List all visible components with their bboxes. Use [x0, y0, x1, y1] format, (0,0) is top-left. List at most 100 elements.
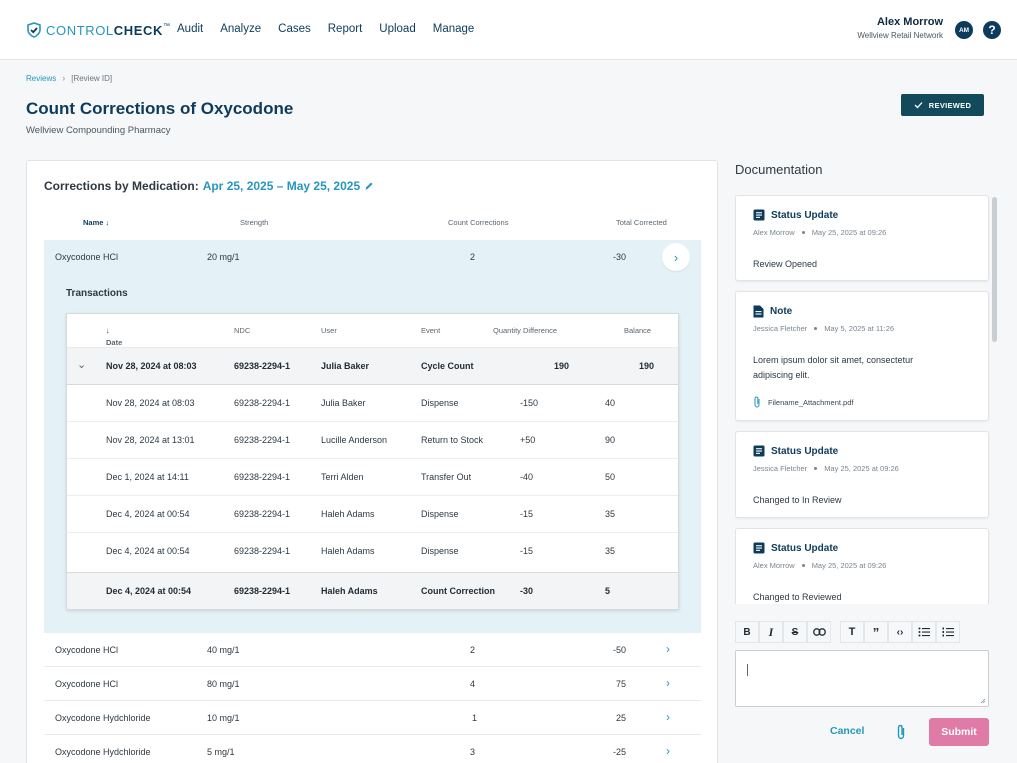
transaction-row[interactable]: Dec 1, 2024 at 14:11 69238-2294-1 Terri … [67, 459, 678, 496]
attachment-link[interactable]: Filename_Attachment.pdf [753, 396, 853, 408]
chevron-right-icon[interactable]: › [662, 243, 690, 271]
transaction-row[interactable]: Nov 28, 2024 at 13:01 69238-2294-1 Lucil… [67, 422, 678, 459]
date-range[interactable]: Apr 25, 2025 – May 25, 2025 [202, 179, 361, 193]
chevron-right-icon[interactable]: › [666, 642, 670, 656]
tx-column-event[interactable]: Event [421, 326, 441, 335]
chevron-down-icon[interactable]: ⌄ [77, 359, 87, 371]
nav-audit[interactable]: Audit [177, 23, 204, 35]
avatar[interactable]: AM [955, 21, 973, 39]
medication-count: 2 [470, 645, 476, 655]
separator-dot-icon [814, 327, 818, 330]
separator-dot-icon [801, 564, 805, 567]
tx-ndc: 69238-2294-1 [234, 546, 291, 556]
documentation-card: Status Update Alex Morrow May 25, 2025 at… [735, 528, 989, 604]
nav-analyze[interactable]: Analyze [220, 23, 262, 35]
comment-textarea[interactable] [735, 650, 989, 707]
tx-event: Dispense [421, 546, 459, 556]
rich-text-toolbar: B I S T ” ‹› [735, 621, 960, 643]
card-body: Changed to In Review [753, 495, 842, 505]
column-name-sort[interactable]: Name ↓ [83, 218, 110, 227]
user-info[interactable]: Alex Morrow Wellview Retail Network [857, 16, 943, 40]
transaction-group-row[interactable]: ⌄ Nov 28, 2024 at 08:03 69238-2294-1 Jul… [67, 348, 678, 385]
resize-handle-icon[interactable] [980, 698, 986, 704]
documentation-list: Status Update Alex Morrow May 25, 2025 at… [735, 195, 991, 604]
italic-icon[interactable]: I [759, 621, 783, 643]
tx-column-balance[interactable]: Balance [624, 326, 652, 335]
tx-qty: +50 [520, 435, 536, 445]
documentation-card: Status Update Jessica Fletcher May 25, 20… [735, 431, 989, 518]
chevron-right-icon[interactable]: › [666, 676, 670, 690]
chevron-right-icon[interactable]: › [666, 710, 670, 724]
quote-icon[interactable]: ” [864, 621, 888, 643]
tx-qty: -15 [520, 509, 534, 519]
user-name: Alex Morrow [876, 16, 943, 28]
documentation-card: Status Update Alex Morrow May 25, 2025 at… [735, 195, 989, 281]
reviewed-status-badge[interactable]: REVIEWED [901, 94, 984, 116]
bold-icon[interactable]: B [735, 621, 759, 643]
card-header: Status Update [753, 542, 838, 554]
medication-strength: 20 mg/1 [207, 252, 240, 262]
transaction-row[interactable]: Dec 4, 2024 at 00:54 69238-2294-1 Haleh … [67, 533, 678, 570]
checkmark-icon [914, 102, 923, 109]
card-meta: Jessica Fletcher May 25, 2025 at 09:26 [753, 464, 899, 473]
table-row[interactable]: Oxycodone Hydchloride 5 mg/1 3 -25 › [44, 735, 701, 763]
nav-report[interactable]: Report [327, 23, 363, 35]
tx-column-quantity[interactable]: Quantity Difference [493, 326, 558, 335]
table-row[interactable]: Oxycodone HCl 20 mg/1 2 -30 › [44, 240, 701, 274]
card-author: Alex Morrow [753, 561, 795, 570]
chevron-right-icon[interactable]: › [666, 744, 670, 758]
paperclip-icon [754, 396, 760, 408]
table-row[interactable]: Oxycodone Hydchloride 10 mg/1 1 25 › [44, 701, 701, 735]
corrections-heading: Corrections by Medication: Apr 25, 2025 … [44, 179, 374, 193]
card-body: Changed to Reviewed [753, 592, 842, 602]
medication-total: 25 [616, 713, 627, 723]
tx-column-date-sort[interactable]: Date ↓ [106, 326, 123, 347]
tx-column-user[interactable]: User [321, 326, 337, 335]
numbered-list-icon[interactable] [936, 621, 960, 643]
nav-upload[interactable]: Upload [379, 23, 416, 35]
text-style-icon[interactable]: T [840, 621, 864, 643]
help-icon[interactable]: ? [983, 21, 1001, 39]
card-time: May 5, 2025 at 11:26 [824, 324, 895, 333]
column-strength[interactable]: Strength [240, 218, 269, 227]
top-navigation-bar: CONTROL CHECK ™ Audit Analyze Cases Report… [0, 0, 1017, 60]
nav-manage[interactable]: Manage [432, 23, 475, 35]
link-icon[interactable] [807, 621, 831, 643]
tx-balance: 90 [605, 435, 616, 445]
tx-date: Dec 1, 2024 at 14:11 [106, 472, 189, 482]
tx-event: Return to Stock [421, 435, 484, 445]
controlcheck-logo[interactable]: CONTROL CHECK ™ [26, 21, 170, 39]
submit-button[interactable]: Submit [929, 718, 989, 746]
breadcrumb-reviews-link[interactable]: Reviews [26, 73, 57, 83]
tx-balance: 35 [605, 546, 616, 556]
tx-user: Julia Baker [321, 361, 370, 371]
column-count-corrections[interactable]: Count Corrections [448, 218, 509, 227]
nav-cases[interactable]: Cases [278, 23, 311, 35]
bullet-list-icon[interactable] [912, 621, 936, 643]
documentation-scrollbar[interactable] [992, 197, 997, 342]
text-caret [747, 664, 748, 676]
transactions-table: Date ↓ NDC User Event Quantity Differenc… [66, 313, 679, 610]
table-row[interactable]: Oxycodone HCl 80 mg/1 4 75 › [44, 667, 701, 701]
separator-dot-icon [801, 231, 805, 234]
column-total-corrected[interactable]: Total Corrected [616, 218, 667, 227]
pencil-edit-icon[interactable] [364, 181, 374, 191]
medication-strength: 10 mg/1 [207, 713, 240, 723]
tx-column-ndc[interactable]: NDC [234, 326, 251, 335]
logo-trademark: ™ [163, 22, 170, 30]
tx-user: Terri Alden [321, 472, 364, 482]
tx-user: Lucille Anderson [321, 435, 388, 445]
transaction-row[interactable]: Dec 4, 2024 at 00:54 69238-2294-1 Haleh … [67, 496, 678, 533]
expanded-medication-row: Oxycodone HCl 20 mg/1 2 -30 › Transactio… [44, 240, 701, 633]
tx-ndc: 69238-2294-1 [234, 586, 291, 596]
breadcrumb-current: [Review ID] [71, 73, 113, 83]
attach-file-button[interactable] [896, 724, 906, 743]
code-icon[interactable]: ‹› [888, 621, 912, 643]
card-author: Jessica Fletcher [753, 324, 808, 333]
strikethrough-icon[interactable]: S [783, 621, 807, 643]
transaction-row[interactable]: Nov 28, 2024 at 08:03 69238-2294-1 Julia… [67, 385, 678, 422]
cancel-button[interactable]: Cancel [830, 725, 865, 737]
table-row[interactable]: Oxycodone HCl 40 mg/1 2 -50 › [44, 633, 701, 667]
shield-check-icon [27, 22, 41, 38]
status-update-icon [753, 209, 765, 221]
